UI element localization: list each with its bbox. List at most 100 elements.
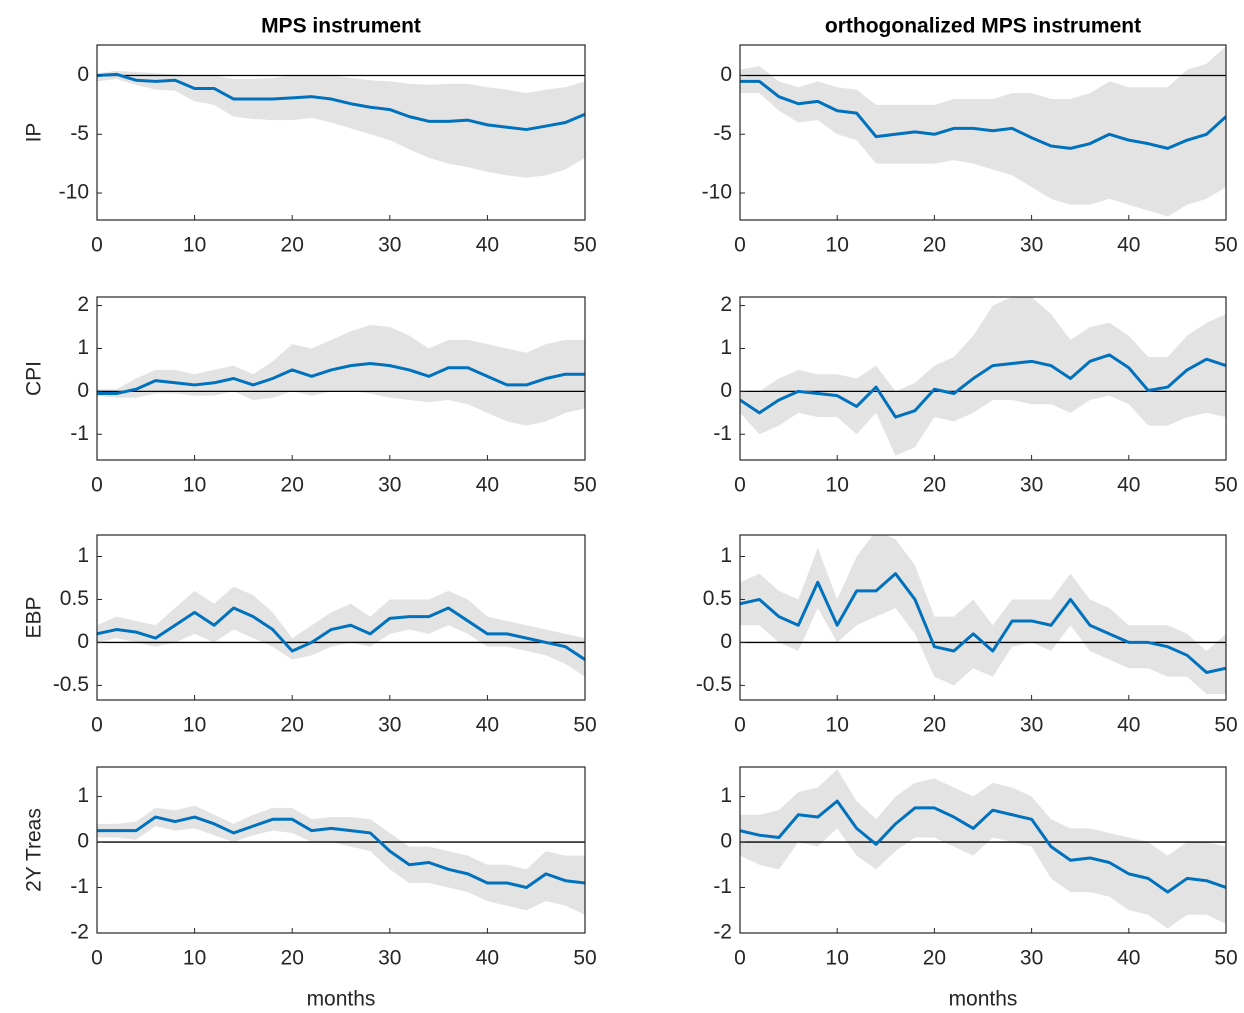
subplot: 0 10 20 30 40 50-0.500.51 bbox=[696, 534, 1238, 737]
x-tick-label: 20 bbox=[923, 714, 946, 737]
confidence-band bbox=[740, 46, 1226, 217]
x-tick-label: 30 bbox=[1020, 714, 1043, 737]
x-tick-label: 20 bbox=[281, 474, 304, 497]
x-tick-label: 0 bbox=[91, 474, 103, 497]
subplot: 0 10 20 30 40 50 -10 -5 0 orthogonalized MPS inst… bbox=[702, 15, 1238, 257]
axes-frame bbox=[739, 766, 1227, 934]
x-tick-label: 40 bbox=[1117, 947, 1140, 970]
y-tick-label: -1 bbox=[713, 875, 732, 898]
subplot: 0 10 20 30 40 50 -10 -5 0 MPS instrument IP bbox=[23, 15, 597, 257]
x-tick-label: 0 bbox=[91, 947, 103, 970]
subplot: 0 10 20 30 40 50 -1 0 1 2 CPI bbox=[23, 293, 597, 496]
x-tick-label: 30 bbox=[378, 474, 401, 497]
subplot: 0 10 20 30 40 50 -2 -1 0 1 2Y Treas months bbox=[23, 766, 597, 1011]
x-tick-label: 40 bbox=[1117, 234, 1140, 257]
x-tick-label: 0 bbox=[734, 714, 746, 737]
x-tick-label: 10 bbox=[826, 714, 849, 737]
x-tick-label: 50 bbox=[573, 714, 596, 737]
x-tick-label: 30 bbox=[1020, 234, 1043, 257]
x-tick-label: 50 bbox=[1214, 947, 1237, 970]
x-tick-label: 20 bbox=[923, 947, 946, 970]
y-tick-label: 1 bbox=[77, 784, 89, 807]
confidence-band bbox=[97, 805, 585, 915]
x-axis-label: months bbox=[307, 988, 376, 1011]
y-tick-label: 0 bbox=[720, 379, 732, 402]
confidence-band bbox=[740, 297, 1226, 456]
x-tick-label: 30 bbox=[378, 947, 401, 970]
y-axis-label: IP bbox=[23, 123, 46, 143]
y-tick-label: -0.5 bbox=[696, 673, 732, 696]
x-axis-label: months bbox=[949, 988, 1018, 1011]
y-tick-label: 0 bbox=[720, 630, 732, 653]
axes-frame bbox=[739, 44, 1227, 221]
x-tick-label: 10 bbox=[826, 234, 849, 257]
confidence-band bbox=[97, 324, 585, 426]
confidence-band bbox=[740, 535, 1226, 694]
confidence-band bbox=[97, 70, 585, 178]
x-tick-label: 0 bbox=[91, 234, 103, 257]
line bbox=[97, 72, 585, 132]
y-tick-label: 1 bbox=[77, 544, 89, 567]
x-tick-label: 40 bbox=[1117, 714, 1140, 737]
x-tick-label: 50 bbox=[573, 474, 596, 497]
x-tick-label: 30 bbox=[1020, 947, 1043, 970]
x-tick-label: 50 bbox=[573, 234, 596, 257]
x-tick-label: 20 bbox=[281, 714, 304, 737]
x-tick-label: 10 bbox=[183, 714, 206, 737]
x-tick-label: 20 bbox=[923, 234, 946, 257]
x-tick-label: 0 bbox=[734, 947, 746, 970]
x-tick-label: 0 bbox=[734, 234, 746, 257]
subplot: 0 10 20 30 40 50 -2 -1 0 1 months bbox=[713, 766, 1238, 1011]
x-tick-label: 30 bbox=[378, 234, 401, 257]
axes-frame bbox=[96, 296, 586, 461]
y-tick-label: -1 bbox=[70, 875, 89, 898]
line bbox=[97, 361, 585, 396]
line bbox=[740, 799, 1226, 894]
x-tick-label: 40 bbox=[476, 714, 499, 737]
y-tick-label: -1 bbox=[713, 422, 732, 445]
axes-frame bbox=[739, 534, 1227, 701]
subplot-title: orthogonalized MPS instrument bbox=[825, 15, 1141, 38]
y-tick-label: -10 bbox=[702, 181, 732, 204]
axes-frame bbox=[96, 44, 586, 221]
x-tick-label: 50 bbox=[1214, 474, 1237, 497]
y-tick-label: 1 bbox=[720, 784, 732, 807]
y-tick-label: -2 bbox=[713, 921, 732, 944]
x-tick-label: 10 bbox=[183, 234, 206, 257]
x-tick-label: 50 bbox=[1214, 714, 1237, 737]
line bbox=[97, 815, 585, 890]
y-axis-label: 2Y Treas bbox=[23, 808, 46, 892]
y-tick-label: 0 bbox=[77, 379, 89, 402]
y-tick-label: 0.5 bbox=[703, 587, 732, 610]
y-tick-label: -5 bbox=[70, 122, 89, 145]
x-tick-label: 50 bbox=[1214, 234, 1237, 257]
y-tick-label: 0 bbox=[77, 63, 89, 86]
x-tick-label: 10 bbox=[826, 474, 849, 497]
x-tick-label: 40 bbox=[1117, 474, 1140, 497]
confidence-band bbox=[740, 769, 1226, 929]
y-tick-label: -10 bbox=[59, 181, 89, 204]
subplot: 0 10 20 30 40 50 -1 0 1 2 bbox=[713, 293, 1237, 496]
y-tick-label: 0.5 bbox=[60, 587, 89, 610]
y-tick-label: 0 bbox=[720, 830, 732, 853]
x-tick-label: 50 bbox=[573, 947, 596, 970]
subplot-title: MPS instrument bbox=[261, 15, 421, 38]
y-tick-label: 2 bbox=[77, 293, 89, 316]
line bbox=[740, 572, 1226, 674]
x-tick-label: 40 bbox=[476, 474, 499, 497]
x-tick-label: 30 bbox=[1020, 474, 1043, 497]
x-tick-label: 0 bbox=[734, 474, 746, 497]
y-tick-label: 0 bbox=[77, 830, 89, 853]
y-tick-label: -0.5 bbox=[53, 673, 89, 696]
y-axis-label: EBP bbox=[23, 596, 46, 638]
y-tick-label: 0 bbox=[720, 63, 732, 86]
confidence-band bbox=[97, 586, 585, 677]
y-tick-label: -2 bbox=[70, 921, 89, 944]
y-tick-label: 1 bbox=[720, 544, 732, 567]
line bbox=[740, 353, 1226, 419]
y-tick-label: 1 bbox=[720, 336, 732, 359]
x-tick-label: 0 bbox=[91, 714, 103, 737]
x-tick-label: 20 bbox=[281, 947, 304, 970]
